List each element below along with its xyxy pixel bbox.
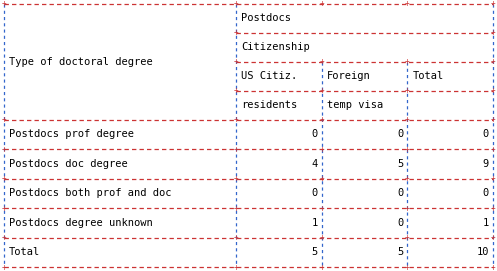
Text: +: + xyxy=(1,115,6,124)
Text: +: + xyxy=(405,145,410,154)
Text: 0: 0 xyxy=(397,130,404,140)
Text: +: + xyxy=(491,263,496,271)
Text: 0: 0 xyxy=(483,130,489,140)
Text: +: + xyxy=(234,233,239,242)
Text: +: + xyxy=(491,145,496,154)
Text: Postdocs both prof and doc: Postdocs both prof and doc xyxy=(9,188,171,198)
Text: 10: 10 xyxy=(477,247,489,257)
Text: 5: 5 xyxy=(312,247,318,257)
Text: +: + xyxy=(320,204,324,212)
Text: +: + xyxy=(491,174,496,183)
Text: 0: 0 xyxy=(312,130,318,140)
Text: 9: 9 xyxy=(483,159,489,169)
Text: +: + xyxy=(320,174,324,183)
Text: 0: 0 xyxy=(312,188,318,198)
Text: 5: 5 xyxy=(397,159,404,169)
Text: +: + xyxy=(234,86,239,95)
Text: +: + xyxy=(405,233,410,242)
Text: 0: 0 xyxy=(483,188,489,198)
Text: +: + xyxy=(491,28,496,37)
Text: +: + xyxy=(320,0,324,8)
Text: +: + xyxy=(405,204,410,212)
Text: +: + xyxy=(320,145,324,154)
Text: +: + xyxy=(1,145,6,154)
Text: Postdocs doc degree: Postdocs doc degree xyxy=(9,159,128,169)
Text: 5: 5 xyxy=(397,247,404,257)
Text: +: + xyxy=(491,57,496,66)
Text: +: + xyxy=(491,115,496,124)
Text: Type of doctoral degree: Type of doctoral degree xyxy=(9,57,153,67)
Text: +: + xyxy=(405,0,410,8)
Text: +: + xyxy=(234,0,239,8)
Text: 4: 4 xyxy=(312,159,318,169)
Text: +: + xyxy=(405,86,410,95)
Text: +: + xyxy=(1,204,6,212)
Text: +: + xyxy=(320,57,324,66)
Text: +: + xyxy=(491,0,496,8)
Text: +: + xyxy=(234,115,239,124)
Text: Total: Total xyxy=(413,71,444,81)
Text: +: + xyxy=(1,0,6,8)
Text: +: + xyxy=(405,174,410,183)
Text: +: + xyxy=(1,263,6,271)
Text: +: + xyxy=(234,28,239,37)
Text: +: + xyxy=(320,115,324,124)
Text: +: + xyxy=(234,263,239,271)
Text: +: + xyxy=(234,145,239,154)
Text: temp visa: temp visa xyxy=(327,100,383,110)
Text: 1: 1 xyxy=(312,218,318,228)
Text: +: + xyxy=(491,233,496,242)
Text: Postdocs prof degree: Postdocs prof degree xyxy=(9,130,134,140)
Text: Postdocs degree unknown: Postdocs degree unknown xyxy=(9,218,153,228)
Text: 0: 0 xyxy=(397,218,404,228)
Text: +: + xyxy=(320,86,324,95)
Text: +: + xyxy=(1,233,6,242)
Text: 0: 0 xyxy=(397,188,404,198)
Text: Postdocs: Postdocs xyxy=(241,14,291,24)
Text: +: + xyxy=(234,204,239,212)
Text: 1: 1 xyxy=(483,218,489,228)
Text: +: + xyxy=(320,263,324,271)
Text: +: + xyxy=(491,204,496,212)
Text: +: + xyxy=(1,174,6,183)
Text: +: + xyxy=(491,86,496,95)
Text: residents: residents xyxy=(241,100,298,110)
Text: Total: Total xyxy=(9,247,40,257)
Text: +: + xyxy=(234,174,239,183)
Text: +: + xyxy=(320,233,324,242)
Text: +: + xyxy=(405,263,410,271)
Text: Citizenship: Citizenship xyxy=(241,42,310,52)
Text: US Citiz.: US Citiz. xyxy=(241,71,298,81)
Text: +: + xyxy=(405,115,410,124)
Text: +: + xyxy=(405,57,410,66)
Text: Foreign: Foreign xyxy=(327,71,371,81)
Text: +: + xyxy=(234,57,239,66)
